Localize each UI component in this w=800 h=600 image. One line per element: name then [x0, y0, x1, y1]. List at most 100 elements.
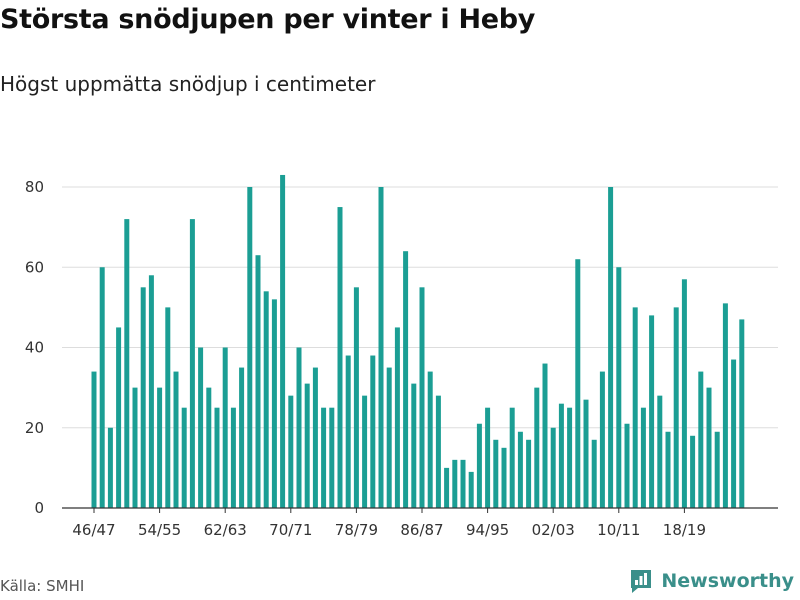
- bar: [542, 363, 548, 508]
- bar: [558, 403, 564, 508]
- bar: [222, 347, 228, 508]
- bar: [230, 407, 236, 508]
- bar: [296, 347, 302, 508]
- x-tick-label: 62/63: [204, 521, 247, 539]
- chart-subtitle: Högst uppmätta snödjup i centimeter: [0, 72, 376, 96]
- y-tick-label: 60: [25, 258, 44, 276]
- bar: [353, 287, 359, 508]
- bar: [329, 407, 335, 508]
- bar-chart: 0 20 40 60 80 46/47 54/55 62/63 70/71 78/79 86/87 9…: [25, 174, 778, 539]
- bar: [271, 299, 277, 508]
- bar: [255, 255, 261, 508]
- source-note: Källa: SMHI: [0, 577, 85, 595]
- bar: [337, 207, 343, 508]
- bar: [509, 407, 515, 508]
- bar: [411, 383, 417, 508]
- x-tick-label: 70/71: [269, 521, 312, 539]
- bar: [91, 371, 97, 508]
- bar: [378, 187, 384, 508]
- bar: [599, 371, 605, 508]
- bar: [386, 367, 392, 508]
- bar: [493, 439, 499, 508]
- bar: [107, 427, 113, 508]
- bar: [567, 407, 573, 508]
- bar: [394, 327, 400, 508]
- y-tick-label: 80: [25, 178, 44, 196]
- bar: [575, 259, 581, 508]
- bar: [189, 219, 195, 508]
- bar: [649, 315, 655, 508]
- bar: [731, 359, 737, 508]
- bar: [140, 287, 146, 508]
- bar: [526, 439, 532, 508]
- bar: [263, 291, 269, 508]
- x-tick-label: 86/87: [400, 521, 443, 539]
- bar: [362, 395, 368, 508]
- bar: [722, 303, 728, 508]
- bar: [591, 439, 597, 508]
- bar: [681, 279, 687, 508]
- x-tick-label: 10/11: [597, 521, 640, 539]
- brand-name: Newsworthy: [661, 570, 794, 592]
- bar: [452, 459, 458, 508]
- bar: [198, 347, 204, 508]
- bar: [608, 187, 614, 508]
- bar: [698, 371, 704, 508]
- bar: [435, 395, 441, 508]
- bar: [657, 395, 663, 508]
- bar: [534, 387, 540, 508]
- bar: [157, 387, 163, 508]
- bar: [116, 327, 122, 508]
- x-tick-label: 94/95: [466, 521, 509, 539]
- y-tick-label: 40: [25, 339, 44, 357]
- x-tick-label: 78/79: [335, 521, 378, 539]
- bar: [485, 407, 491, 508]
- bar: [370, 355, 376, 508]
- x-tick-label: 18/19: [663, 521, 706, 539]
- bar: [214, 407, 220, 508]
- bar: [632, 307, 638, 508]
- bar: [247, 187, 253, 508]
- bar: [583, 399, 589, 508]
- bar: [673, 307, 679, 508]
- bar: [624, 423, 630, 508]
- bar: [714, 431, 720, 508]
- bar: [665, 431, 671, 508]
- bar: [501, 447, 507, 508]
- bar: [739, 319, 745, 508]
- brand[interactable]: Newsworthy: [629, 568, 794, 594]
- bar: [304, 383, 310, 508]
- bar: [239, 367, 245, 508]
- bar: [640, 407, 646, 508]
- chart-title: Största snödjupen per vinter i Heby: [0, 4, 536, 35]
- bar: [444, 467, 450, 508]
- bar: [517, 431, 523, 508]
- bar: [690, 435, 696, 508]
- bar: [148, 275, 154, 508]
- x-tick-label: 54/55: [138, 521, 181, 539]
- x-tick-label: 02/03: [532, 521, 575, 539]
- bar: [280, 174, 286, 508]
- bar: [345, 355, 351, 508]
- bar: [124, 219, 130, 508]
- bar: [403, 251, 409, 508]
- bar: [288, 395, 294, 508]
- bar: [132, 387, 138, 508]
- bar: [550, 427, 556, 508]
- bar: [468, 471, 474, 508]
- bar: [427, 371, 433, 508]
- bar: [181, 407, 187, 508]
- bar: [476, 423, 482, 508]
- bar: [419, 287, 425, 508]
- newsworthy-logo-icon: [631, 570, 652, 593]
- bar: [706, 387, 712, 508]
- y-tick-label: 0: [34, 499, 44, 517]
- bar: [99, 267, 105, 508]
- bar: [173, 371, 179, 508]
- bar: [165, 307, 171, 508]
- bar: [616, 267, 622, 508]
- bar: [206, 387, 212, 508]
- y-tick-label: 20: [25, 419, 44, 437]
- bar: [460, 459, 466, 508]
- bar: [312, 367, 318, 508]
